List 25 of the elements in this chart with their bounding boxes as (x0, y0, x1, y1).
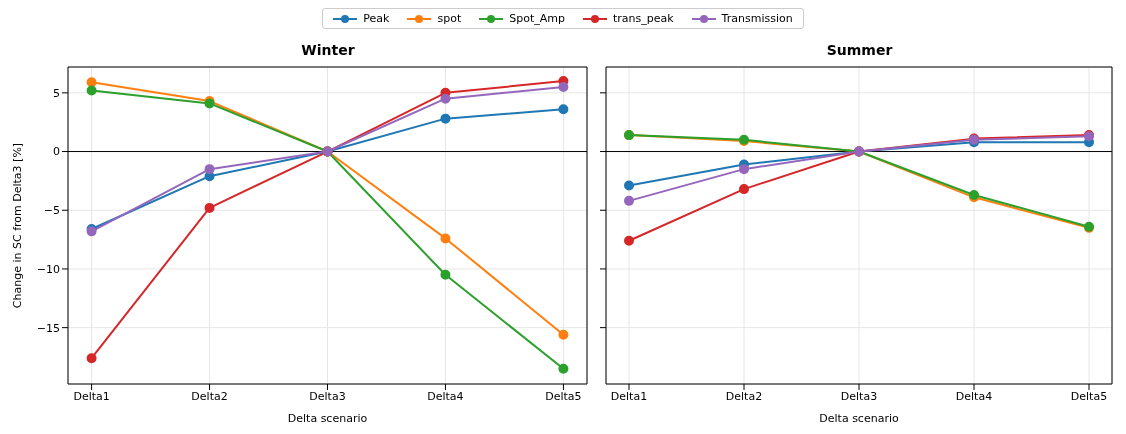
x-tick-label: Delta3 (309, 389, 346, 403)
y-tick-label: 0 (53, 145, 60, 159)
x-tick-label: Delta4 (427, 389, 464, 403)
x-tick-label: Delta1 (73, 389, 110, 403)
x-axis-title: Delta scenario (287, 412, 368, 425)
y-tick-label: −5 (43, 204, 60, 218)
y-tick-label: −15 (36, 321, 60, 335)
x-tick-label: Delta5 (545, 389, 582, 403)
chart-title: Summer (825, 42, 894, 60)
x-tick-label: Delta3 (840, 389, 878, 403)
x-tick-label: Delta5 (1070, 389, 1108, 403)
y-axis-title: Change in SC from Delta3 [%] (10, 142, 24, 309)
y-tick-label: 5 (53, 86, 60, 100)
x-tick-label: Delta4 (955, 389, 993, 403)
y-tick-label: −10 (36, 262, 60, 276)
x-tick-label: Delta2 (191, 389, 228, 403)
legend-label: trans_peak (612, 12, 674, 25)
legend-label: Transmission (721, 12, 793, 25)
legend-label: Peak (363, 12, 390, 25)
x-tick-label: Delta2 (725, 389, 763, 403)
x-tick-label: Delta1 (610, 389, 648, 403)
legend-label: spot (437, 12, 462, 25)
chart-title: Winter (300, 42, 356, 60)
x-axis-title: Delta scenario (819, 412, 899, 425)
legend-label: Spot_Amp (509, 12, 565, 25)
